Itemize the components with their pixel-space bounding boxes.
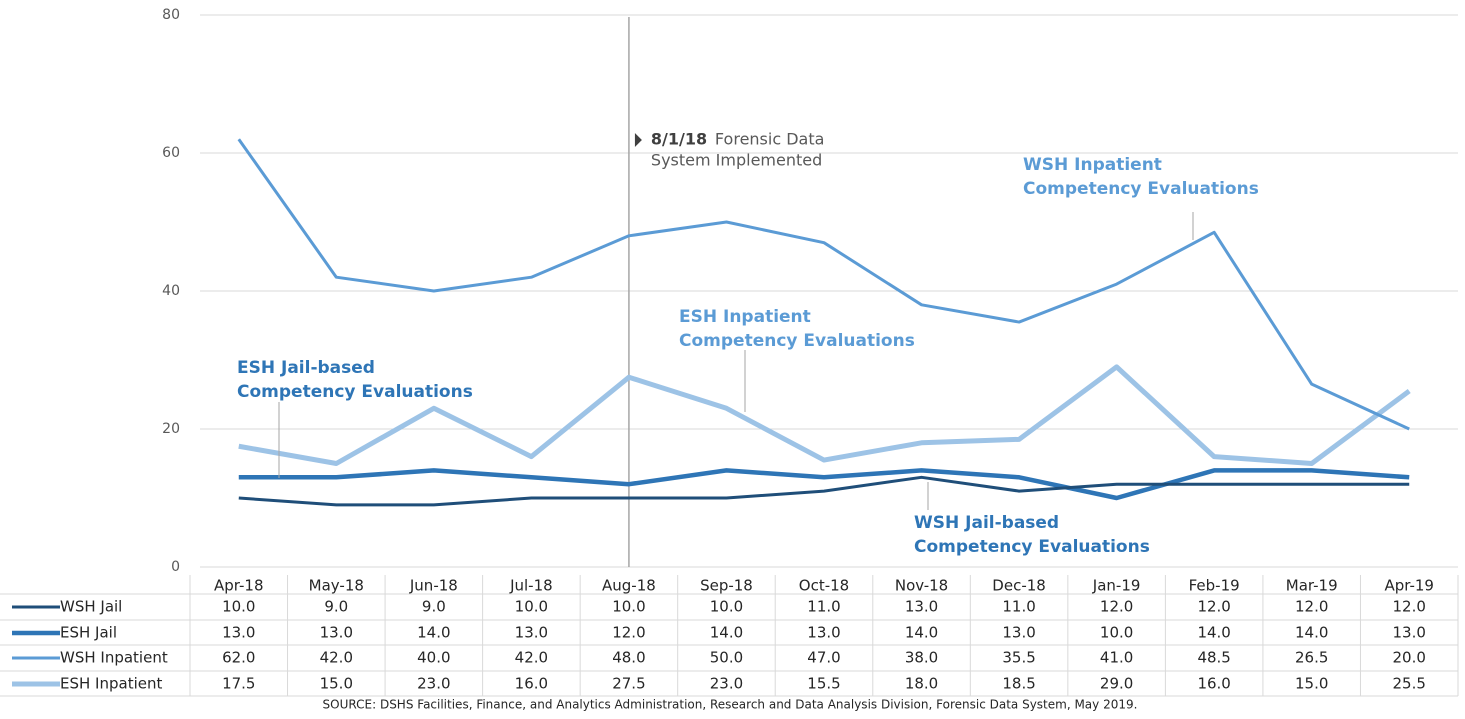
table-cell: 41.0	[1100, 649, 1133, 667]
annotation: WSH Inpatient	[1023, 155, 1162, 175]
x-tick-label: Oct-18	[799, 577, 849, 595]
series-line	[238, 475, 1410, 507]
table-cell: 48.0	[612, 649, 645, 667]
x-tick-label: Feb-19	[1189, 577, 1240, 595]
table-cell: 14.0	[417, 624, 450, 642]
table-cell: 12.0	[1197, 598, 1230, 616]
source: SOURCE: DSHS Facilities, Finance, and An…	[323, 698, 1138, 712]
x-tick-label: Jan-19	[1092, 577, 1141, 595]
table-cell: 15.0	[320, 675, 353, 693]
annotation: Competency Evaluations	[1023, 179, 1259, 199]
table-cell: 12.0	[1393, 598, 1426, 616]
table-cell: 12.0	[612, 624, 645, 642]
table-cell: 11.0	[1002, 598, 1035, 616]
table-cell: 27.5	[612, 675, 645, 693]
table-cell: 29.0	[1100, 675, 1133, 693]
table-cell: 12.0	[1295, 598, 1328, 616]
table-cell: 13.0	[807, 624, 840, 642]
table-cell: 14.0	[710, 624, 743, 642]
annotation: Competency Evaluations	[914, 537, 1150, 557]
table-cell: 14.0	[1295, 624, 1328, 642]
x-tick-label: Apr-19	[1384, 577, 1434, 595]
table-cell: 10.0	[710, 598, 743, 616]
x-tick-label: Mar-19	[1286, 577, 1338, 595]
x-tick-label: Sep-18	[700, 577, 753, 595]
x-tick-label: May-18	[309, 577, 364, 595]
legend-label: ESH Jail	[60, 624, 117, 642]
table-cell: 9.0	[324, 598, 348, 616]
annotation: Competency Evaluations	[679, 331, 915, 351]
table-cell: 13.0	[222, 624, 255, 642]
table-cell: 23.0	[417, 675, 450, 693]
table-cell: 42.0	[515, 649, 548, 667]
table-cell: 23.0	[710, 675, 743, 693]
table-cell: 15.0	[1295, 675, 1328, 693]
table-cell: 17.5	[222, 675, 255, 693]
table-cell: 13.0	[905, 598, 938, 616]
y-tick-label: 20	[162, 421, 180, 437]
table-cell: 18.5	[1002, 675, 1035, 693]
x-tick-label: Nov-18	[895, 577, 948, 595]
annotation: ESH Inpatient	[679, 307, 811, 327]
table-cell: 20.0	[1393, 649, 1426, 667]
y-tick-label: 0	[171, 559, 180, 575]
x-tick-label: Apr-18	[214, 577, 264, 595]
table-cell: 15.5	[807, 675, 840, 693]
x-tick-label: Aug-18	[602, 577, 656, 595]
legend-label: ESH Inpatient	[60, 675, 162, 693]
annotation: ESH Jail-based	[237, 358, 375, 378]
table-cell: 38.0	[905, 649, 938, 667]
table-cell: 9.0	[422, 598, 446, 616]
table-cell: 13.0	[1002, 624, 1035, 642]
table-cell: 62.0	[222, 649, 255, 667]
table-cell: 25.5	[1393, 675, 1426, 693]
table-cell: 16.0	[1197, 675, 1230, 693]
table-cell: 10.0	[612, 598, 645, 616]
annotation: Competency Evaluations	[237, 382, 473, 402]
table-cell: 40.0	[417, 649, 450, 667]
event-text: Forensic Data	[715, 130, 825, 149]
table-cell: 10.0	[1100, 624, 1133, 642]
table-cell: 50.0	[710, 649, 743, 667]
series-line	[238, 468, 1410, 501]
x-tick-label: Dec-18	[992, 577, 1046, 595]
table-cell: 12.0	[1100, 598, 1133, 616]
event-date: 8/1/18	[651, 130, 707, 149]
table-cell: 13.0	[515, 624, 548, 642]
legend-label: WSH Jail	[60, 598, 122, 616]
table-cell: 10.0	[222, 598, 255, 616]
table-cell: 35.5	[1002, 649, 1035, 667]
table-cell: 48.5	[1197, 649, 1230, 667]
table-cell: 13.0	[320, 624, 353, 642]
table-cell: 26.5	[1295, 649, 1328, 667]
y-tick-label: 60	[162, 145, 180, 161]
x-tick-label: Jul-18	[509, 577, 553, 595]
y-tick-label: 40	[162, 283, 180, 299]
table-cell: 10.0	[515, 598, 548, 616]
event-text: System Implemented	[651, 151, 822, 170]
table-cell: 13.0	[1393, 624, 1426, 642]
table-cell: 16.0	[515, 675, 548, 693]
annotation: WSH Jail-based	[914, 513, 1059, 533]
event-marker	[634, 133, 642, 147]
table-cell: 14.0	[1197, 624, 1230, 642]
y-tick-label: 80	[162, 7, 180, 23]
table-cell: 18.0	[905, 675, 938, 693]
series-line	[237, 138, 1410, 431]
table-cell: 11.0	[807, 598, 840, 616]
table-cell: 47.0	[807, 649, 840, 667]
series-line	[238, 364, 1411, 466]
x-tick-label: Jun-18	[409, 577, 458, 595]
table-cell: 14.0	[905, 624, 938, 642]
legend-label: WSH Inpatient	[60, 649, 168, 667]
table-cell: 42.0	[320, 649, 353, 667]
